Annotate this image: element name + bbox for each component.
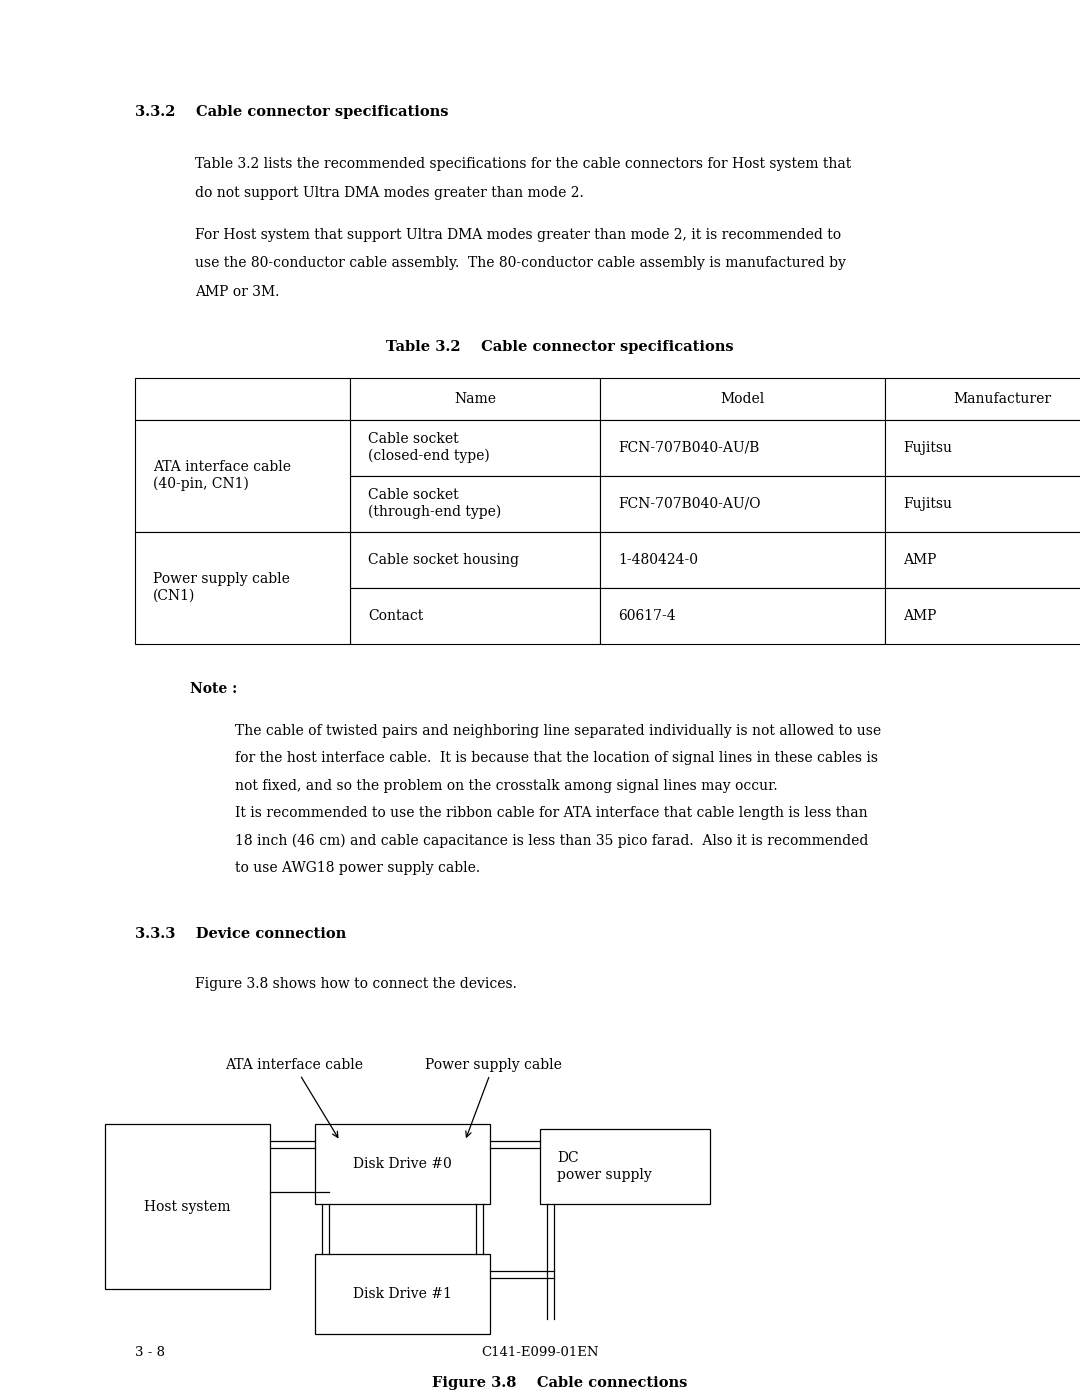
Bar — [315, 1255, 490, 1334]
Text: do not support Ultra DMA modes greater than mode 2.: do not support Ultra DMA modes greater t… — [195, 186, 584, 200]
Text: 1-480424-0: 1-480424-0 — [618, 552, 698, 567]
Text: Table 3.2    Cable connector specifications: Table 3.2 Cable connector specifications — [387, 339, 733, 353]
Text: Name: Name — [454, 391, 496, 405]
Text: AMP: AMP — [903, 552, 936, 567]
Bar — [135, 377, 350, 419]
Bar — [885, 419, 1080, 475]
Text: use the 80-conductor cable assembly.  The 80-conductor cable assembly is manufac: use the 80-conductor cable assembly. The… — [195, 256, 846, 270]
Text: Fujitsu: Fujitsu — [903, 496, 951, 510]
Bar — [350, 377, 600, 419]
Text: 18 inch (46 cm) and cable capacitance is less than 35 pico farad.  Also it is re: 18 inch (46 cm) and cable capacitance is… — [235, 834, 868, 848]
Text: AMP: AMP — [903, 609, 936, 623]
Text: Power supply cable
(CN1): Power supply cable (CN1) — [153, 573, 289, 602]
Bar — [350, 475, 600, 531]
Text: ATA interface cable: ATA interface cable — [225, 1058, 363, 1137]
Text: Contact: Contact — [368, 609, 423, 623]
Text: for the host interface cable.  It is because that the location of signal lines i: for the host interface cable. It is beca… — [235, 752, 878, 766]
Bar — [885, 377, 1080, 419]
Bar — [600, 475, 885, 531]
Text: ATA interface cable
(40-pin, CN1): ATA interface cable (40-pin, CN1) — [153, 460, 291, 490]
Bar — [600, 588, 885, 644]
Text: Disk Drive #1: Disk Drive #1 — [353, 1287, 451, 1301]
Text: AMP or 3M.: AMP or 3M. — [195, 285, 280, 299]
Text: 3.3.2    Cable connector specifications: 3.3.2 Cable connector specifications — [135, 105, 448, 119]
Bar — [135, 419, 350, 531]
Text: Host system: Host system — [145, 1200, 231, 1214]
Text: 3 - 8: 3 - 8 — [135, 1345, 165, 1359]
Text: to use AWG18 power supply cable.: to use AWG18 power supply cable. — [235, 861, 481, 875]
Text: not fixed, and so the problem on the crosstalk among signal lines may occur.: not fixed, and so the problem on the cro… — [235, 778, 778, 792]
Text: Manufacturer: Manufacturer — [954, 391, 1052, 405]
Text: Fujitsu: Fujitsu — [903, 440, 951, 454]
Text: Cable socket housing: Cable socket housing — [368, 552, 519, 567]
Text: Figure 3.8 shows how to connect the devices.: Figure 3.8 shows how to connect the devi… — [195, 977, 517, 990]
Bar — [105, 1125, 270, 1289]
Text: Figure 3.8    Cable connections: Figure 3.8 Cable connections — [432, 1376, 688, 1390]
Bar — [350, 588, 600, 644]
Text: Model: Model — [720, 391, 765, 405]
Text: The cable of twisted pairs and neighboring line separated individually is not al: The cable of twisted pairs and neighbori… — [235, 724, 881, 738]
Bar — [350, 531, 600, 588]
Text: Power supply cable: Power supply cable — [426, 1058, 562, 1137]
Bar — [350, 419, 600, 475]
Bar — [540, 1129, 710, 1204]
Bar — [600, 377, 885, 419]
Text: Cable socket
(closed-end type): Cable socket (closed-end type) — [368, 432, 489, 462]
Text: FCN-707B040-AU/O: FCN-707B040-AU/O — [618, 496, 760, 510]
Text: Table 3.2 lists the recommended specifications for the cable connectors for Host: Table 3.2 lists the recommended specific… — [195, 156, 851, 170]
Text: For Host system that support Ultra DMA modes greater than mode 2, it is recommen: For Host system that support Ultra DMA m… — [195, 228, 841, 242]
Text: Note :: Note : — [190, 682, 238, 696]
Bar — [600, 531, 885, 588]
Bar — [315, 1125, 490, 1204]
Text: 3.3.3    Device connection: 3.3.3 Device connection — [135, 928, 347, 942]
Text: DC
power supply: DC power supply — [557, 1151, 651, 1182]
Text: Cable socket
(through-end type): Cable socket (through-end type) — [368, 488, 501, 518]
Bar — [600, 419, 885, 475]
Text: FCN-707B040-AU/B: FCN-707B040-AU/B — [618, 440, 759, 454]
Text: C141-E099-01EN: C141-E099-01EN — [482, 1345, 598, 1359]
Bar — [885, 531, 1080, 588]
Text: It is recommended to use the ribbon cable for ATA interface that cable length is: It is recommended to use the ribbon cabl… — [235, 806, 867, 820]
Bar — [885, 588, 1080, 644]
Bar — [135, 531, 350, 644]
Text: 60617-4: 60617-4 — [618, 609, 676, 623]
Text: Disk Drive #0: Disk Drive #0 — [353, 1157, 451, 1171]
Bar — [885, 475, 1080, 531]
